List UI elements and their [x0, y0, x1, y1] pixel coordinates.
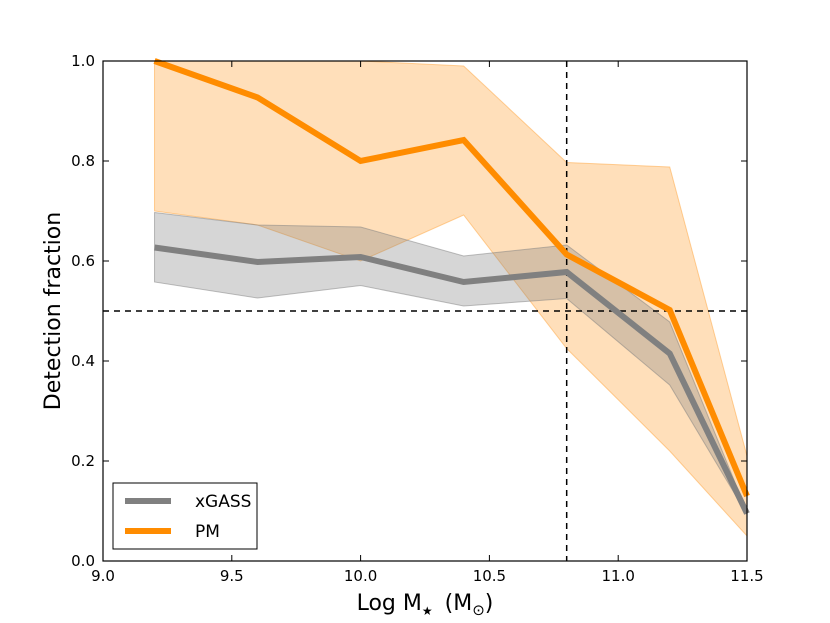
- x-axis-label-unit-close: ): [485, 591, 494, 616]
- y-tick-label: 0.0: [71, 552, 95, 570]
- y-tick-label: 0.8: [71, 152, 95, 170]
- y-tick-label: 1.0: [71, 52, 95, 70]
- legend-label-pm: PM: [195, 522, 220, 542]
- x-axis-label: Log M★ (M⊙): [357, 591, 494, 619]
- legend: xGASS PM: [112, 482, 258, 550]
- x-axis-label-unit-open: (M: [445, 591, 473, 616]
- series-line-pm: [153, 58, 750, 498]
- x-axis-label-star: ★: [422, 604, 433, 618]
- y-tick-label: 0.2: [71, 452, 95, 470]
- plot-frame: [102, 60, 748, 562]
- series-lines: [153, 58, 750, 515]
- y-tick-label: 0.4: [71, 352, 95, 370]
- x-tick-label: 9.0: [91, 567, 115, 585]
- legend-box: [112, 482, 258, 550]
- x-tick-label: 11.5: [730, 567, 763, 585]
- axis-ticks: 9.0 9.5 10.0 10.5 11.0 11.5 0.0 0.2 0.4 0.6 0.8 1.0: [71, 52, 764, 585]
- x-tick-label: 10.5: [473, 567, 506, 585]
- x-axis-label-main: Log M: [357, 591, 422, 616]
- series-line-xgass: [154, 244, 750, 515]
- y-tick-label: 0.6: [71, 252, 95, 270]
- x-tick-label: 9.5: [220, 567, 244, 585]
- x-tick-label: 11.0: [601, 567, 634, 585]
- x-tick-label: 10.0: [344, 567, 377, 585]
- x-axis-label-sun-symbol: ⊙: [472, 601, 485, 619]
- y-axis-label: Detection fraction: [41, 212, 66, 410]
- legend-label-xgass: xGASS: [195, 492, 251, 512]
- reference-lines: [103, 61, 747, 561]
